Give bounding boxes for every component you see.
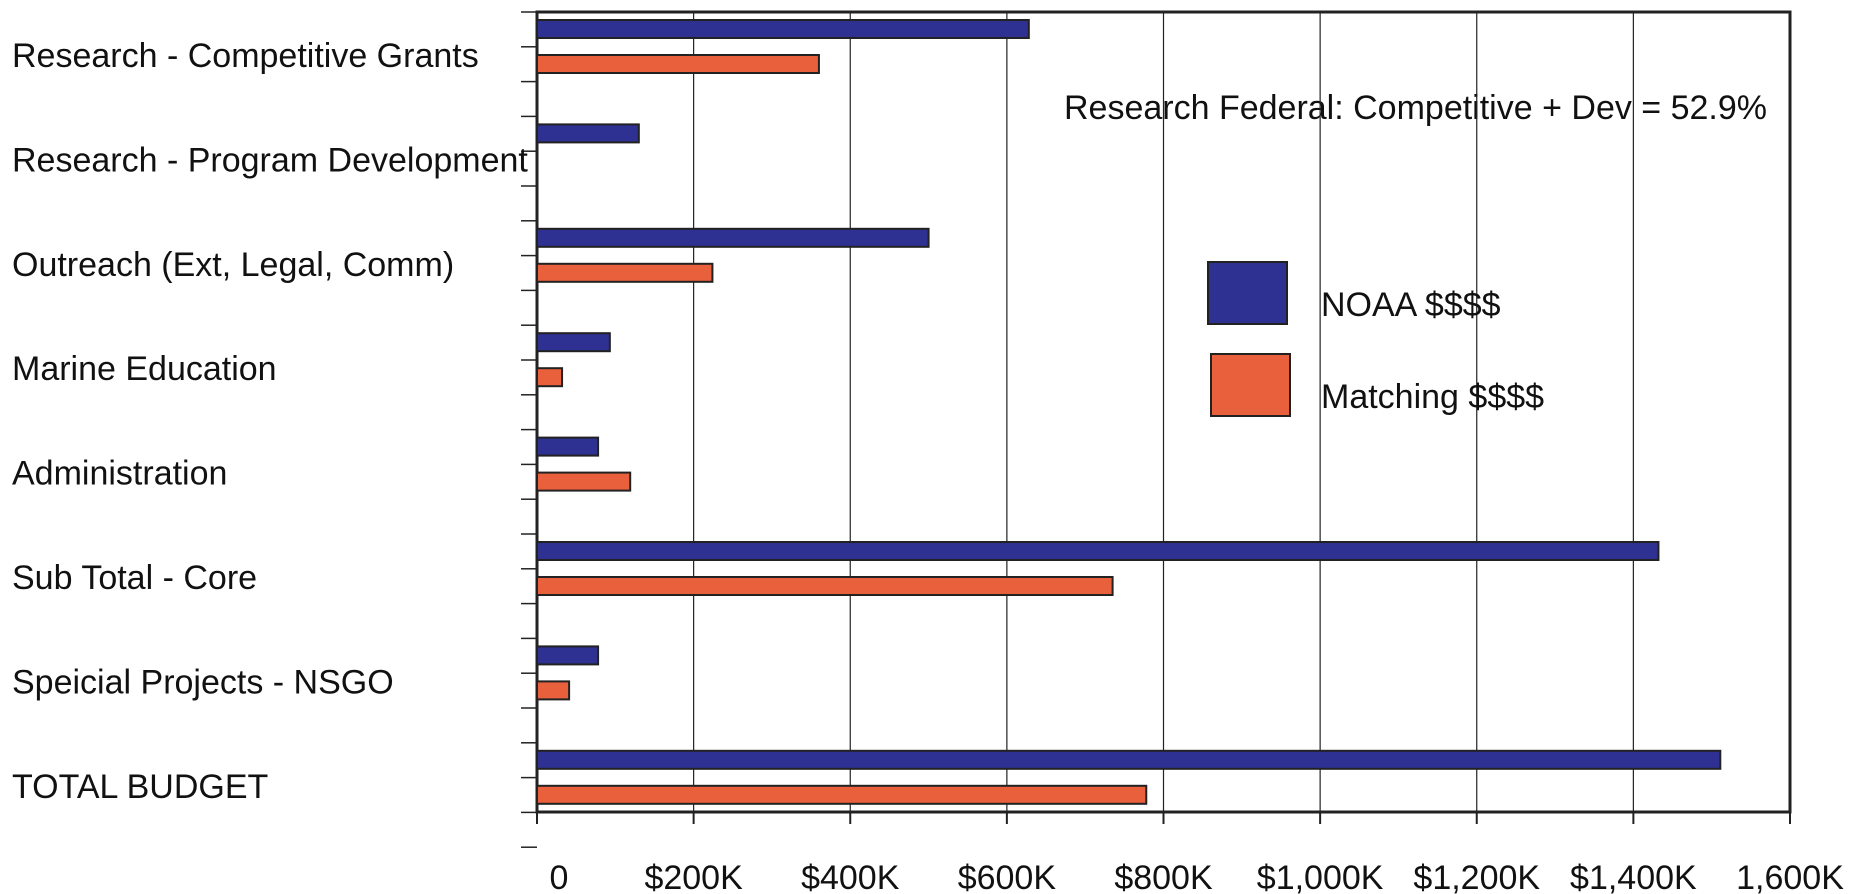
- annotation: Research Federal: Competitive + Dev = 52…: [1064, 89, 1767, 127]
- x-tick-label: 0: [550, 859, 569, 894]
- legend-label: Matching $$$$: [1321, 378, 1544, 416]
- bar: [536, 680, 571, 701]
- bar: [536, 262, 714, 283]
- x-tick-label: $400K: [801, 859, 900, 894]
- legend-label: NOAA $$$$: [1321, 286, 1501, 324]
- bar: [536, 19, 1030, 39]
- legend-swatch: [1207, 261, 1288, 325]
- bar: [536, 54, 820, 74]
- y-tick-label: Marine Education: [12, 350, 277, 388]
- bar: [536, 123, 640, 144]
- bar: [536, 645, 600, 666]
- y-tick-label: Outreach (Ext, Legal, Comm): [12, 246, 454, 284]
- x-tick-label: $1,000K: [1257, 859, 1384, 894]
- y-tick-label: TOTAL BUDGET: [12, 768, 268, 806]
- bar: [536, 332, 611, 353]
- y-tick-label: Sub Total - Core: [12, 559, 257, 597]
- y-tick-label: Speicial Projects - NSGO: [12, 663, 394, 701]
- y-tick-label: Research - Competitive Grants: [12, 37, 479, 75]
- bar: [536, 227, 930, 248]
- bar: [536, 576, 1114, 596]
- x-tick-label: $1,400K: [1570, 859, 1697, 894]
- legend-swatch: [1210, 353, 1291, 417]
- bar: [536, 436, 600, 457]
- x-tick-label: $200K: [644, 859, 743, 894]
- bar: [536, 367, 564, 388]
- x-tick-label: $600K: [958, 859, 1057, 894]
- y-tick-label: Research - Program Development: [12, 141, 528, 179]
- x-tick-label: $1,200K: [1413, 859, 1540, 894]
- plot-frame: [535, 10, 1792, 814]
- bar: [536, 471, 632, 492]
- y-tick-label: Administration: [12, 455, 227, 493]
- bar: [536, 541, 1660, 561]
- x-tick-label: 1,600K: [1736, 859, 1844, 894]
- bar: [536, 749, 1722, 770]
- x-tick-label: $800K: [1114, 859, 1213, 894]
- bar: [536, 784, 1148, 805]
